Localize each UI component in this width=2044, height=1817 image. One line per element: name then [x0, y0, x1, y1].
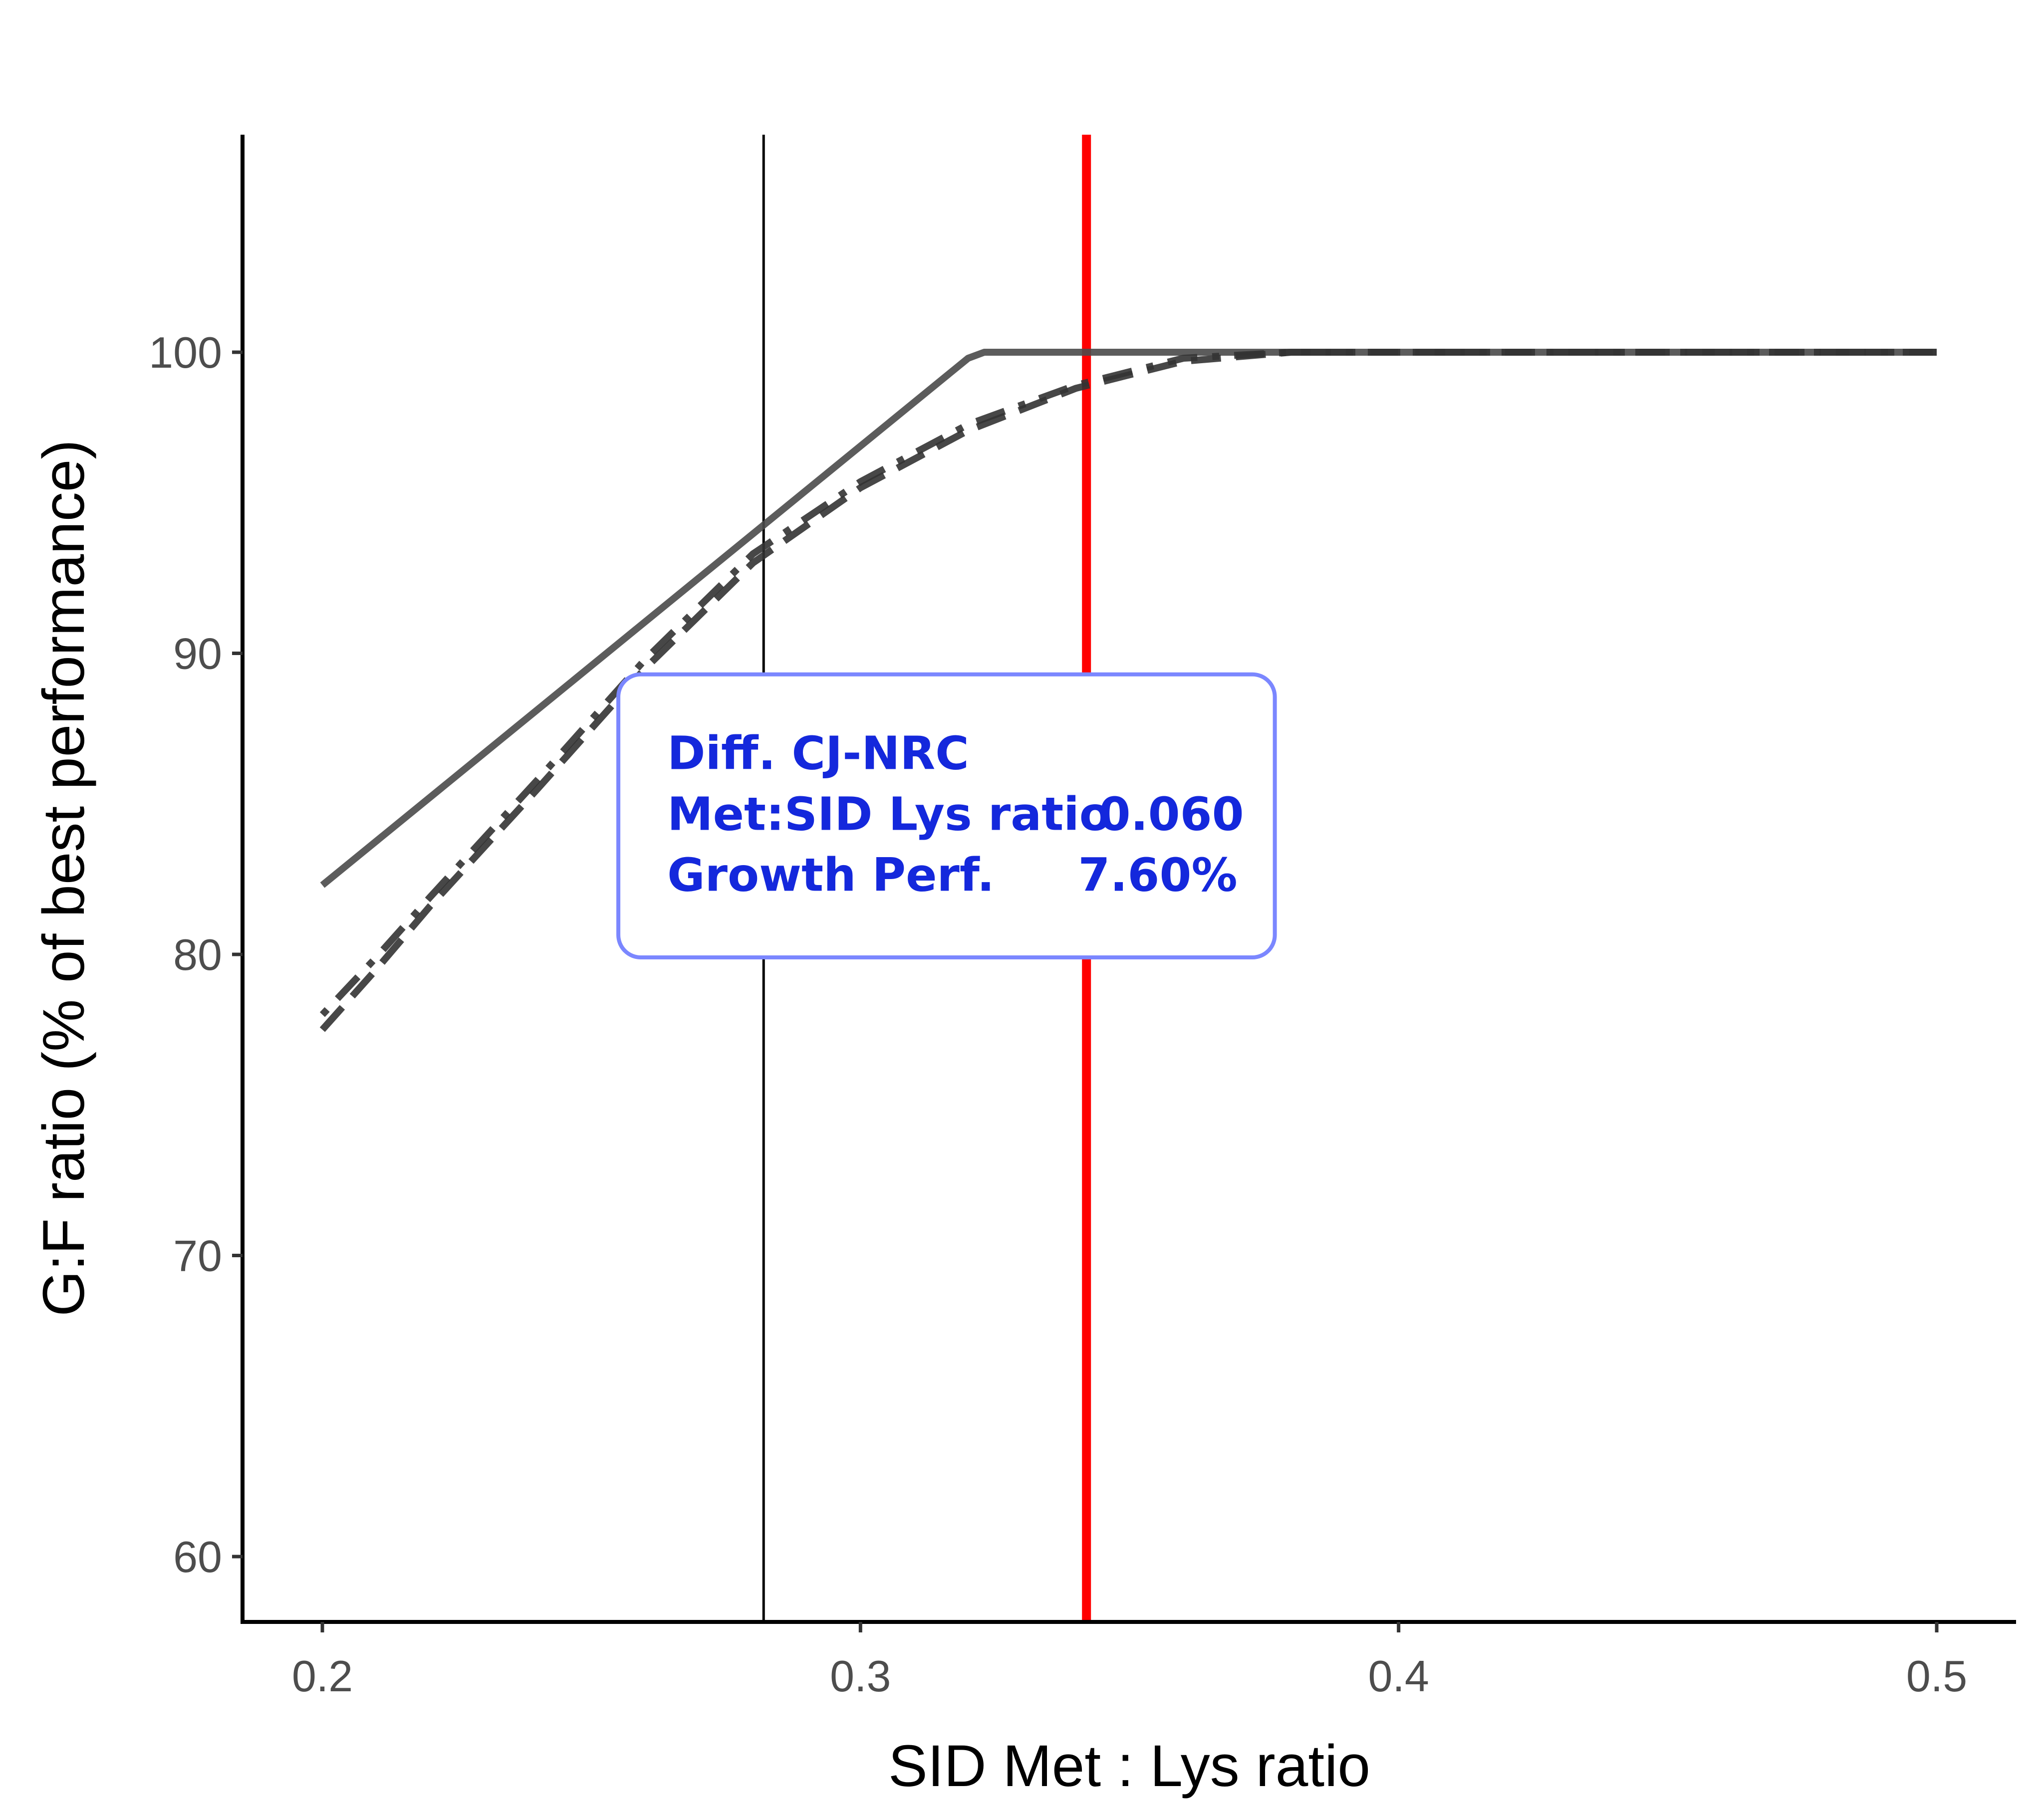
y-tick-label: 90	[173, 629, 222, 679]
y-tick-label: 80	[173, 930, 222, 979]
y-axis-label: G:F ratio (% of best performance)	[31, 440, 97, 1317]
series-dashed-line	[319, 349, 1937, 1032]
y-tick-label: 70	[173, 1231, 222, 1281]
annotation-growth-label: Growth Perf.	[667, 849, 995, 902]
series-dot-dash-line	[319, 349, 1937, 1017]
annotation-growth-value: 7.60%	[1078, 849, 1237, 902]
annotation-border	[616, 672, 1277, 960]
annotation-title: Diff. CJ-NRC	[667, 727, 969, 780]
y-tick-label: 60	[173, 1532, 222, 1582]
annotation-box: Diff. CJ-NRC Met:SID Lys ratio 0.060 Gro…	[616, 672, 1277, 960]
x-tick-label: 0.3	[830, 1651, 891, 1701]
x-tick-label: 0.2	[292, 1651, 353, 1701]
x-tick-label: 0.5	[1906, 1651, 1967, 1701]
x-tick-label: 0.4	[1368, 1651, 1429, 1701]
x-axis-label: SID Met : Lys ratio	[888, 1733, 1370, 1799]
y-tick-label: 100	[149, 328, 222, 377]
annotation-ratio-value: 0.060	[1099, 788, 1244, 841]
annotation-ratio-label: Met:SID Lys ratio	[667, 788, 1111, 841]
